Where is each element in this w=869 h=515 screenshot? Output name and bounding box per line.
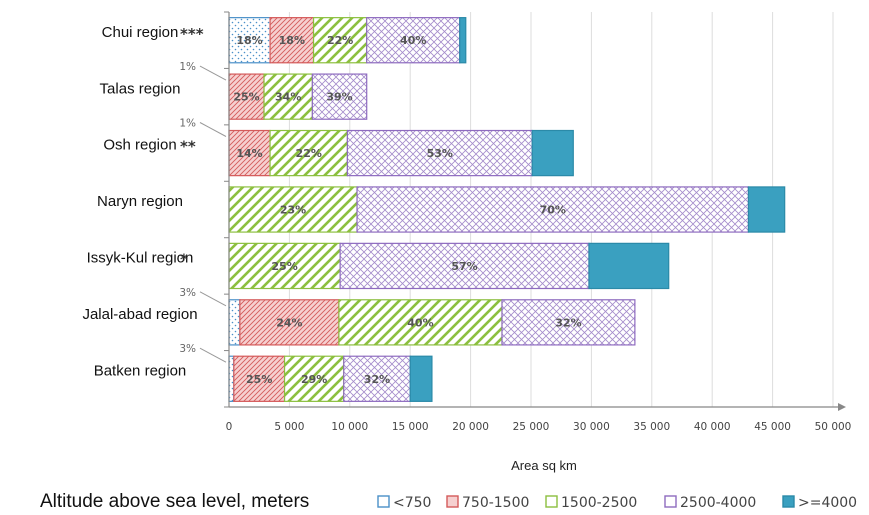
segment-percent-label: 25%	[271, 260, 297, 273]
small-percent-label: 1%	[179, 118, 196, 130]
segment-percent-label: 53%	[427, 147, 453, 160]
bar-segment	[269, 17, 315, 64]
legend-swatch	[377, 495, 390, 508]
x-tick-label: 40 000	[694, 421, 731, 433]
bar-segment	[459, 17, 467, 64]
segment-percent-label: 29%	[301, 373, 327, 386]
bar-segment	[747, 186, 786, 233]
bars	[228, 17, 786, 402]
segment-percent-label: 34%	[275, 91, 301, 104]
category-label: Osh region	[103, 137, 176, 154]
bar-segment	[531, 129, 574, 177]
bar-segment	[283, 355, 345, 402]
segment-percent-label: 32%	[364, 373, 390, 386]
leader-line	[199, 291, 227, 307]
segment-percent-label: 23%	[280, 204, 306, 217]
leader-line	[199, 65, 227, 81]
bar-segment	[338, 299, 503, 346]
x-axis-label: Area sq km	[511, 458, 577, 473]
x-tick-label: 5 000	[274, 421, 304, 433]
bar-segment	[269, 129, 348, 177]
bar-segment	[233, 355, 286, 402]
small-percent-label: 3%	[179, 343, 196, 355]
legend-title: Altitude above sea level, meters	[40, 491, 309, 512]
segment-percent-label: 22%	[327, 34, 353, 47]
bar-segment	[501, 299, 636, 346]
bar-segment	[588, 242, 670, 290]
bar-segment	[311, 73, 368, 120]
segment-percent-label: 18%	[236, 34, 262, 47]
x-tick-label: 45 000	[754, 421, 791, 433]
legend-swatch	[664, 495, 677, 508]
category-label: Talas region	[100, 80, 181, 97]
category-label: Batken region	[94, 362, 187, 379]
bar-segment	[339, 242, 590, 290]
segment-percent-label: 39%	[326, 91, 352, 104]
bar-segment	[228, 355, 235, 402]
segment-percent-label: 40%	[400, 34, 426, 47]
segment-percent-label: 25%	[233, 91, 259, 104]
significance-marker: ***	[180, 25, 204, 43]
x-tick-label: 0	[226, 421, 233, 433]
segment-percent-label: 70%	[540, 204, 566, 217]
x-tick-label: 35 000	[633, 421, 670, 433]
x-tick-label: 50 000	[815, 421, 852, 433]
leader-line	[199, 122, 227, 137]
segment-percent-label: 32%	[555, 316, 581, 329]
category-label: Issyk-Kul region	[87, 250, 194, 267]
legend-entry-label: >=4000	[798, 495, 857, 511]
x-tick-label: 25 000	[513, 421, 550, 433]
segment-percent-label: 25%	[246, 373, 272, 386]
category-label: Jalal-abad region	[82, 306, 197, 323]
x-axis-arrow	[838, 403, 846, 411]
segment-percent-label: 24%	[276, 316, 302, 329]
x-tick-label: 30 000	[573, 421, 610, 433]
small-percent-label: 1%	[179, 61, 196, 73]
legend-entry-label: 2500-4000	[680, 495, 756, 511]
bar-segment	[343, 355, 411, 402]
legend-swatch	[782, 495, 795, 508]
segment-percent-label: 57%	[451, 260, 477, 273]
bar-segment	[228, 186, 358, 233]
bar-segment	[312, 17, 368, 64]
category-label: Naryn region	[97, 193, 183, 210]
legend-entry-label: 750-1500	[462, 495, 529, 511]
axes	[199, 11, 846, 411]
segment-percent-label: 22%	[296, 147, 322, 160]
segment-percent-label: 40%	[407, 316, 433, 329]
bar-segment	[228, 242, 341, 290]
bar-segment	[228, 299, 241, 346]
legend-swatch	[545, 495, 558, 508]
bar-segment	[356, 186, 750, 233]
labels: 0 5 000 10 000 15 000 20 000 25 000 30 000 35 0…	[82, 24, 851, 473]
bar-segment	[263, 73, 313, 120]
legend: Altitude above sea level, meters <750 750-…	[40, 491, 857, 512]
segment-percent-label: 14%	[236, 147, 262, 160]
segment-percent-label: 18%	[279, 34, 305, 47]
significance-marker: **	[180, 138, 196, 156]
leader-line	[199, 347, 227, 363]
legend-swatch	[446, 495, 459, 508]
x-tick-label: 20 000	[452, 421, 489, 433]
x-tick-label: 10 000	[331, 421, 368, 433]
bar-segment	[366, 17, 461, 64]
x-tick-label: 15 000	[392, 421, 429, 433]
category-label: Chui region	[102, 24, 179, 41]
small-percent-label: 3%	[179, 287, 196, 299]
bar-segment	[346, 129, 533, 177]
legend-entry-label: <750	[393, 495, 431, 511]
bar-segment	[409, 355, 433, 402]
significance-marker: *	[180, 251, 188, 269]
legend-entry-label: 1500-2500	[561, 495, 637, 511]
bar-segment	[239, 299, 340, 346]
bar-segment	[228, 129, 271, 177]
